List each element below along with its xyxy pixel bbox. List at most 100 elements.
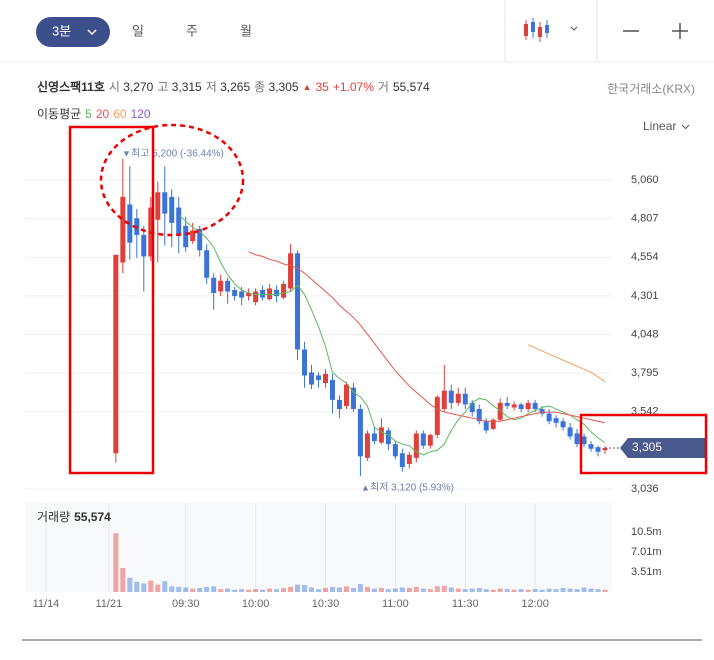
candle-body xyxy=(441,390,447,410)
quote: 시 3,270 xyxy=(109,78,153,95)
volume-bar xyxy=(434,586,440,592)
candle-body xyxy=(329,380,335,400)
volume-title: 거래량 xyxy=(37,510,71,524)
ma-legend-entry: 5 xyxy=(85,106,92,121)
plot: 3,0363,5423,7954,0484,3014,5544,8075,060… xyxy=(25,158,662,610)
candle-body xyxy=(546,413,552,422)
volume-bar xyxy=(469,588,475,592)
candle-body xyxy=(274,289,280,297)
volume-bar xyxy=(239,589,245,592)
chevron[interactable] xyxy=(681,124,690,130)
volume-bar xyxy=(183,587,189,592)
up-arrow: ▲ xyxy=(302,81,312,92)
x-tick-label: 11:00 xyxy=(382,598,409,610)
candle-body xyxy=(113,254,119,454)
candle-body xyxy=(288,253,294,289)
volume-bar xyxy=(322,588,328,592)
volume-bar xyxy=(602,589,608,592)
volume-bar xyxy=(190,588,196,592)
period-month[interactable]: 월 xyxy=(240,23,252,38)
volume-bar xyxy=(302,585,308,592)
volume-bar xyxy=(309,587,315,592)
volume-bar xyxy=(483,589,489,592)
volume-bar xyxy=(560,588,566,592)
candle-body xyxy=(232,289,238,297)
candle-body xyxy=(155,192,161,220)
ma-legend-label: 이동평균 xyxy=(37,107,82,121)
volume: 55,574 xyxy=(392,79,430,94)
candle-body xyxy=(476,409,482,422)
volume-bar xyxy=(316,589,321,592)
volume-bar xyxy=(336,587,342,592)
volume-bar xyxy=(364,586,370,592)
volume-bar xyxy=(211,586,217,592)
candle-body xyxy=(525,402,531,410)
volume-bar xyxy=(574,589,580,592)
candle-body xyxy=(176,207,182,236)
change: 35 xyxy=(315,79,329,94)
volume-bar xyxy=(113,533,119,592)
highlight-box xyxy=(579,413,708,475)
volume-bar xyxy=(155,584,161,592)
volume-bar xyxy=(197,588,203,592)
chevron xyxy=(87,29,97,36)
scale-label[interactable]: Linear xyxy=(643,119,676,133)
highlight-ellipse xyxy=(99,123,245,237)
volume-bar xyxy=(246,589,252,592)
volume-bar xyxy=(413,586,419,592)
highlight-box xyxy=(68,125,155,475)
volume-bar xyxy=(546,588,552,592)
candle-body xyxy=(357,409,363,457)
x-tick-label: 10:00 xyxy=(242,598,270,610)
chevron[interactable] xyxy=(570,26,578,31)
period-week[interactable]: 주 xyxy=(186,23,198,38)
y-tick-label: 4,554 xyxy=(631,251,659,263)
volume-bar xyxy=(476,588,482,592)
quote: 저 3,265 xyxy=(206,78,250,95)
volume-bar xyxy=(371,588,377,592)
volume-bar xyxy=(462,589,468,592)
ma-legend-entry: 60 xyxy=(113,106,127,121)
volume-bar xyxy=(281,588,287,592)
volume-bar xyxy=(267,588,273,592)
quote-label: 시 xyxy=(108,80,120,94)
candle-body xyxy=(322,373,328,384)
ma-legend: 이동평균 5 20 60 120 xyxy=(37,105,151,122)
candle-body xyxy=(532,402,538,410)
volume-bar xyxy=(176,586,182,592)
candle-body xyxy=(427,434,433,446)
candle-body xyxy=(406,454,412,464)
candle-body xyxy=(183,225,189,248)
quote-value: 3,270 xyxy=(123,80,154,94)
quote-value: 3,315 xyxy=(171,80,202,94)
candle-body xyxy=(378,427,384,443)
volume-bar xyxy=(588,588,594,592)
x-tick-label: 11/21 xyxy=(95,598,122,610)
volume-bar xyxy=(406,588,412,592)
period-day[interactable]: 일 xyxy=(132,23,144,38)
candle-body xyxy=(246,293,252,297)
candle-body xyxy=(364,433,370,458)
candle-body xyxy=(490,419,496,429)
low-label: 최저 3,120 (5.93%) xyxy=(370,482,454,494)
y-tick-label: 3,795 xyxy=(631,367,659,379)
x-tick-label: 11/14 xyxy=(33,598,60,610)
price-tag xyxy=(620,438,705,458)
chart-type-icon[interactable] xyxy=(524,18,549,42)
interval-button[interactable] xyxy=(36,17,110,47)
volume-bar xyxy=(232,589,238,592)
candle-body xyxy=(239,291,245,298)
candle-body xyxy=(190,230,196,242)
ma-line xyxy=(527,344,606,382)
ma-legend-entry: 120 xyxy=(130,106,151,121)
zoom-in[interactable] xyxy=(672,23,688,39)
candle-body xyxy=(455,393,461,403)
marker: ▲ xyxy=(361,482,370,492)
candle-body xyxy=(309,372,315,385)
candle-body xyxy=(197,228,203,251)
candle-body xyxy=(567,427,573,437)
candle-body xyxy=(462,393,468,405)
volume-tick-label: 3.51m xyxy=(631,566,662,578)
x-tick-label: 10:30 xyxy=(312,598,340,610)
candle-body xyxy=(511,404,517,408)
